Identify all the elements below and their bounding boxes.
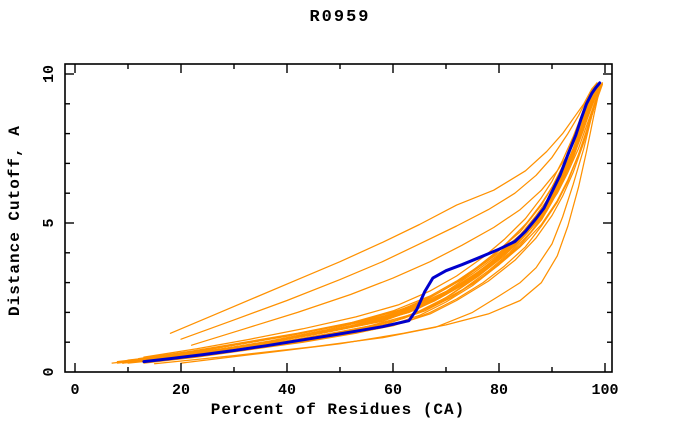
chart-title: R0959: [309, 8, 371, 27]
y-tick-label: 0: [41, 367, 58, 376]
highlighted-model-curve: [142, 81, 602, 364]
y-tick-label: 10: [41, 65, 58, 83]
plot-frame: [64, 63, 613, 373]
x-tick-label: 0: [70, 382, 79, 399]
model-curve: [180, 83, 598, 340]
x-tick-label: 20: [172, 382, 190, 399]
model-curve: [143, 82, 598, 358]
x-tick-label: 80: [490, 382, 508, 399]
model-curve: [190, 83, 601, 346]
model-curve: [153, 86, 601, 365]
model-curve: [169, 82, 598, 334]
model-curve: [159, 86, 598, 361]
x-tick-label: 60: [384, 382, 402, 399]
x-tick-label: 100: [591, 382, 618, 399]
x-tick-label: 40: [278, 382, 296, 399]
y-tick-label: 5: [41, 218, 58, 227]
x-axis-label: Percent of Residues (CA): [210, 401, 466, 419]
